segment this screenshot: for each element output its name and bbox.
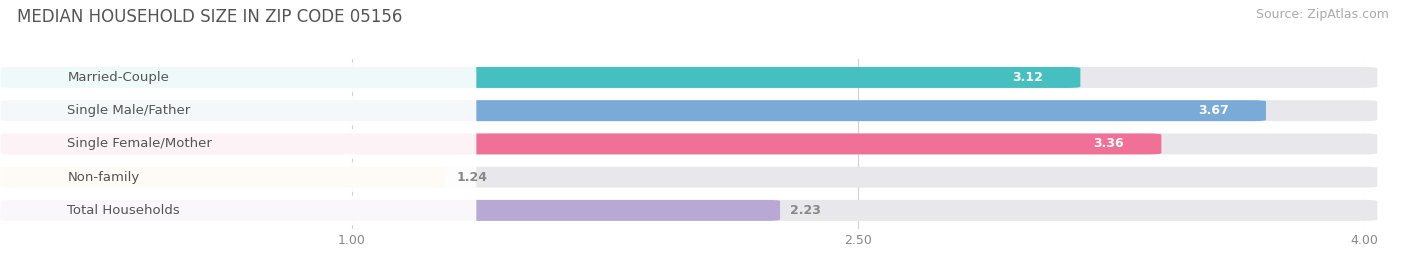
Text: Single Female/Mother: Single Female/Mother [67, 137, 212, 150]
FancyBboxPatch shape [0, 63, 477, 92]
Text: Single Male/Father: Single Male/Father [67, 104, 191, 117]
FancyBboxPatch shape [0, 67, 1378, 88]
FancyBboxPatch shape [0, 100, 1265, 121]
Text: 3.12: 3.12 [1012, 71, 1043, 84]
FancyBboxPatch shape [0, 200, 1378, 221]
Text: 3.36: 3.36 [1094, 137, 1125, 150]
Text: Non-family: Non-family [67, 171, 139, 184]
FancyBboxPatch shape [0, 200, 780, 221]
Text: 2.23: 2.23 [790, 204, 821, 217]
FancyBboxPatch shape [0, 96, 477, 125]
FancyBboxPatch shape [0, 196, 477, 225]
FancyBboxPatch shape [0, 162, 477, 192]
FancyBboxPatch shape [0, 67, 1080, 88]
Text: Total Households: Total Households [67, 204, 180, 217]
Text: 1.24: 1.24 [456, 171, 486, 184]
Text: Married-Couple: Married-Couple [67, 71, 169, 84]
Text: 3.67: 3.67 [1198, 104, 1229, 117]
FancyBboxPatch shape [0, 129, 477, 159]
FancyBboxPatch shape [0, 167, 1378, 187]
FancyBboxPatch shape [0, 100, 1378, 121]
FancyBboxPatch shape [0, 167, 446, 187]
FancyBboxPatch shape [0, 133, 1161, 154]
FancyBboxPatch shape [0, 133, 1378, 154]
Text: MEDIAN HOUSEHOLD SIZE IN ZIP CODE 05156: MEDIAN HOUSEHOLD SIZE IN ZIP CODE 05156 [17, 8, 402, 26]
Text: Source: ZipAtlas.com: Source: ZipAtlas.com [1256, 8, 1389, 21]
